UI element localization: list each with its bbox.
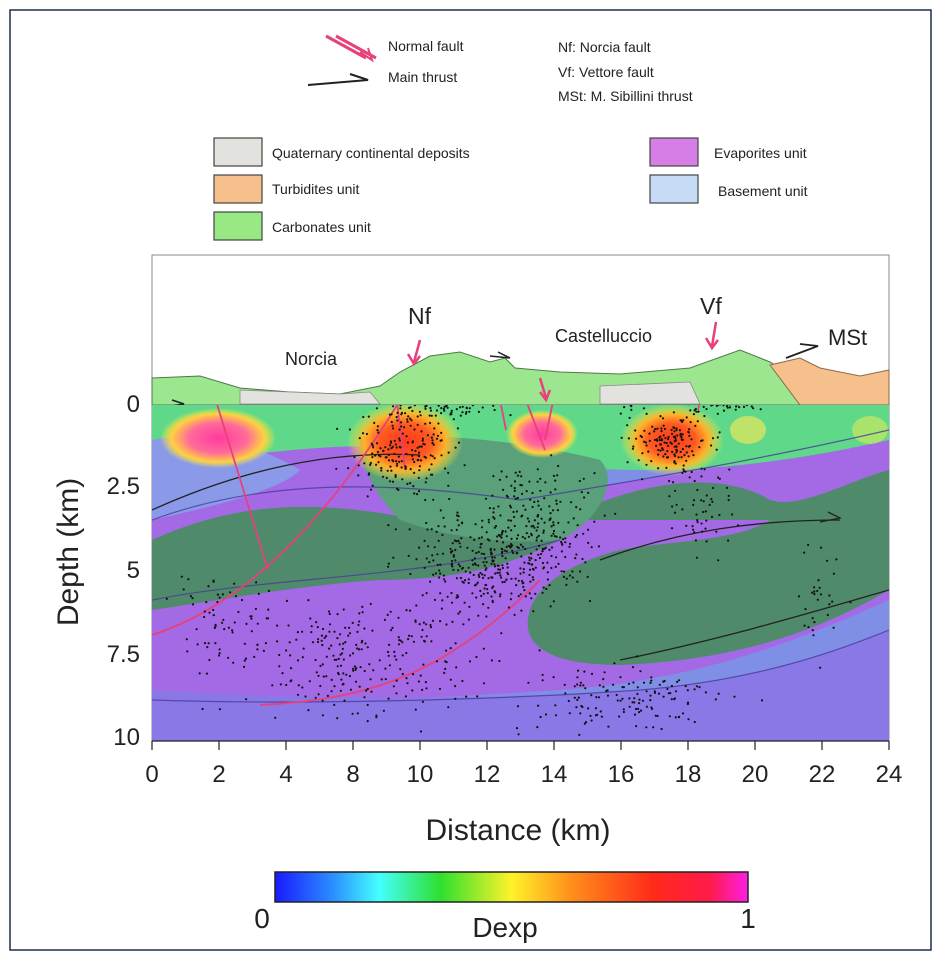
abbreviations-legend: Nf: Norcia fault Vf: Vettore fault MSt: …: [558, 39, 693, 104]
legend-quaternary: Quaternary continental deposits: [272, 145, 470, 161]
fault-legend: Normal fault Main thrust: [307, 34, 464, 86]
y-tick-label: 7.5: [107, 641, 140, 668]
x-tick-label: 16: [608, 761, 635, 788]
layer-boundaries: [152, 429, 889, 703]
colorbar-title: Dexp: [472, 912, 537, 943]
abbreviation-mst: MSt: M. Sibillini thrust: [558, 88, 693, 104]
x-axis-label: Distance (km): [425, 814, 610, 847]
label-vf: Vf: [700, 293, 722, 319]
label-mst: MSt: [828, 325, 867, 350]
x-tick-label: 22: [809, 761, 836, 788]
units-legend: Quaternary continental deposits Turbidit…: [213, 137, 808, 241]
label-nf: Nf: [408, 303, 432, 329]
legend-carbonates: Carbonates unit: [272, 219, 371, 235]
y-tick-label: 5: [127, 557, 140, 584]
mst-thrust-arrow-icon: [785, 343, 819, 359]
x-tick-label: 24: [876, 761, 903, 788]
main-thrust-label: Main thrust: [388, 69, 457, 85]
anomaly-small-far-east: [852, 416, 888, 444]
colorbar-min-label: 0: [254, 903, 270, 934]
x-tick-label: 18: [675, 761, 702, 788]
x-tick-label: 14: [541, 761, 568, 788]
abbreviation-nf: Nf: Norcia fault: [558, 39, 651, 55]
swatch-turbidites: [213, 174, 263, 204]
x-tick-label: 20: [742, 761, 769, 788]
evaporites-lower: [152, 630, 889, 741]
normal-faults: [152, 405, 701, 706]
quaternary-deposits-2: [599, 381, 701, 405]
normal-fault-symbol-icon: [325, 34, 377, 63]
vf-pointer-icon: [704, 321, 719, 351]
seismicity-points: [165, 405, 852, 737]
subsurface-section: [152, 405, 889, 741]
quaternary-deposits: [239, 389, 381, 405]
thrust-arrow-surface-icon: [489, 351, 511, 359]
legend-turbidites: Turbidites unit: [272, 181, 360, 197]
x-tick-label: 10: [407, 761, 434, 788]
anomaly-castelluccio: [506, 410, 578, 458]
swatch-basement: [649, 174, 699, 204]
abbreviation-vf: Vf: Vettore fault: [558, 64, 654, 80]
y-tick-label: 10: [113, 724, 140, 751]
main-thrust-symbol-icon: [307, 73, 369, 86]
fault-pointers: [406, 321, 719, 403]
y-tick-label: 0: [127, 391, 140, 418]
x-axis-ticks: 0 2 4 8 10 12 14 16 18 20 22 24: [145, 741, 902, 788]
anomaly-norcia-west: [160, 408, 276, 468]
castelluccio-pointer-icon: [538, 377, 552, 403]
anomaly-small-east: [730, 416, 766, 444]
x-tick-label: 2: [212, 761, 225, 788]
legend-evaporites: Evaporites unit: [714, 145, 807, 161]
colorbar: [274, 871, 749, 903]
x-tick-label: 4: [279, 761, 292, 788]
y-axis-ticks: 0 2.5 5 7.5 10: [107, 391, 140, 751]
section-thrusts: [152, 453, 889, 661]
y-axis-label: Depth (km): [52, 478, 85, 626]
x-tick-label: 0: [145, 761, 158, 788]
x-tick-label: 12: [474, 761, 501, 788]
label-castelluccio: Castelluccio: [555, 326, 652, 346]
label-norcia: Norcia: [285, 349, 338, 369]
colorbar-max-label: 1: [740, 903, 756, 934]
anomaly-nf: [347, 405, 463, 482]
swatch-quaternary: [213, 137, 263, 167]
y-tick-label: 2.5: [107, 473, 140, 500]
swatch-evaporites: [649, 137, 699, 167]
nf-pointer-icon: [406, 339, 422, 367]
figure-border: [9, 9, 932, 951]
anomaly-vf: [620, 405, 724, 476]
legend-basement: Basement unit: [718, 183, 808, 199]
normal-fault-label: Normal fault: [388, 38, 464, 54]
x-tick-label: 8: [346, 761, 359, 788]
swatch-carbonates: [213, 211, 263, 241]
